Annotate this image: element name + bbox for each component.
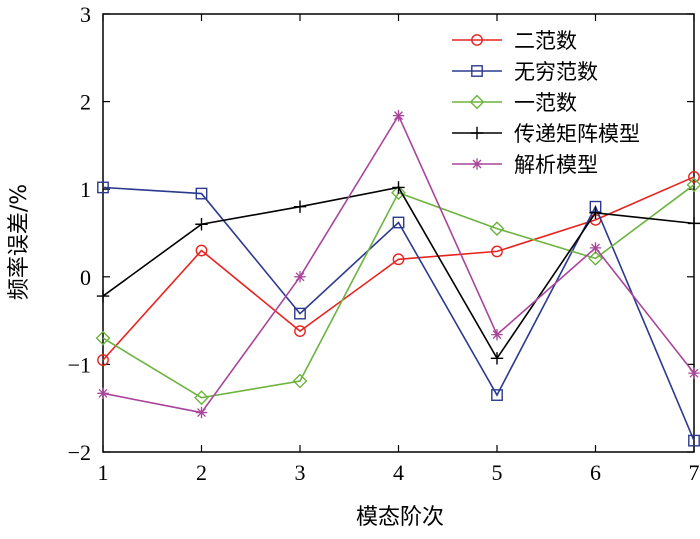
data-point — [391, 185, 406, 201]
x-axis-label: 模态阶次 — [356, 505, 444, 530]
data-point — [294, 271, 306, 283]
y-tick-label: 0 — [80, 265, 91, 290]
legend-marker — [471, 34, 483, 46]
data-point — [392, 216, 405, 229]
legend-label: 解析模型 — [514, 153, 598, 177]
x-tick-label: 1 — [98, 460, 109, 485]
data-point — [97, 354, 109, 366]
data-point — [686, 177, 700, 193]
legend-label: 一范数 — [514, 91, 577, 115]
series-3 — [95, 177, 700, 406]
series-line — [102, 176, 695, 361]
legend-item: 无穷范数 — [452, 60, 598, 84]
data-point — [589, 242, 602, 254]
data-point — [490, 352, 504, 365]
y-tick-label: −2 — [68, 440, 91, 465]
y-tick-label: 1 — [80, 177, 91, 202]
legend-item: 传递矩阵模型 — [452, 122, 640, 146]
data-point — [195, 244, 208, 257]
data-point — [293, 200, 307, 213]
data-point — [489, 221, 505, 237]
data-point — [688, 434, 700, 447]
x-tick-label: 6 — [590, 460, 601, 485]
series-4 — [96, 181, 700, 365]
data-point — [294, 325, 306, 338]
series-line — [102, 186, 695, 360]
legend-marker — [471, 65, 483, 77]
y-axis-label: 频率误差/% — [7, 184, 32, 300]
data-point — [491, 389, 503, 401]
legend-item: 二范数 — [452, 29, 577, 53]
legend-item: 解析模型 — [452, 153, 598, 177]
legend-marker — [469, 94, 485, 110]
x-tick-label: 2 — [196, 460, 207, 485]
data-point — [292, 373, 308, 389]
x-tick-label: 3 — [295, 460, 306, 485]
x-tick-label: 7 — [689, 460, 700, 485]
x-tick-label: 5 — [492, 460, 503, 485]
legend-label: 二范数 — [514, 29, 577, 53]
data-point — [588, 251, 603, 266]
data-point — [392, 109, 405, 122]
data-point — [97, 181, 109, 194]
data-point — [392, 253, 405, 266]
data-point — [294, 307, 306, 320]
data-point — [687, 217, 700, 230]
data-point — [97, 387, 109, 400]
data-point — [688, 171, 700, 183]
data-point — [195, 218, 208, 231]
legend-label: 无穷范数 — [514, 60, 598, 84]
data-point — [95, 330, 111, 346]
plot-frame — [102, 13, 695, 453]
data-point — [195, 406, 208, 419]
series-1 — [97, 171, 700, 366]
data-point — [491, 245, 503, 258]
y-tick-label: 2 — [80, 90, 91, 115]
y-tick-label: 3 — [80, 2, 91, 27]
data-point — [194, 390, 209, 406]
legend-label: 传递矩阵模型 — [514, 122, 640, 146]
series-line — [102, 186, 695, 441]
x-tick-label: 4 — [393, 460, 404, 485]
legend-item: 一范数 — [452, 91, 577, 115]
legend-marker — [470, 126, 484, 140]
data-point — [688, 367, 700, 379]
y-tick-label: −1 — [68, 352, 91, 377]
data-point — [195, 187, 208, 200]
data-point — [96, 289, 110, 303]
series-5 — [97, 109, 700, 419]
data-point — [392, 181, 405, 194]
data-point — [589, 206, 602, 220]
data-point — [491, 328, 503, 341]
series-2 — [97, 181, 700, 447]
legend-marker — [471, 158, 483, 170]
